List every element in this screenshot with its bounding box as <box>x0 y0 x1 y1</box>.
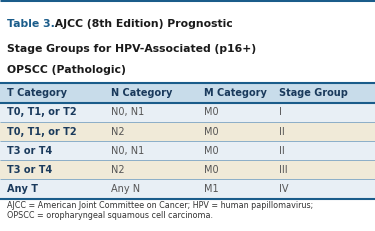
Text: N2: N2 <box>111 165 124 175</box>
Bar <box>0 103 375 122</box>
Text: M0: M0 <box>204 165 219 175</box>
Text: M Category: M Category <box>204 88 267 98</box>
Bar <box>0 199 375 231</box>
Bar <box>0 122 375 141</box>
Bar <box>0 141 375 160</box>
Text: T0, T1, or T2: T0, T1, or T2 <box>7 127 76 137</box>
Bar <box>0 0 375 83</box>
Text: AJCC = American Joint Committee on Cancer; HPV = human papillomavirus;: AJCC = American Joint Committee on Cance… <box>7 201 313 210</box>
Text: Table 3.: Table 3. <box>7 19 55 29</box>
Text: T3 or T4: T3 or T4 <box>7 165 52 175</box>
Text: T3 or T4: T3 or T4 <box>7 146 52 156</box>
Text: T0, T1, or T2: T0, T1, or T2 <box>7 107 76 117</box>
Text: II: II <box>279 127 285 137</box>
Text: T Category: T Category <box>7 88 67 98</box>
Text: N2: N2 <box>111 127 124 137</box>
Bar <box>0 83 375 103</box>
Text: Stage Groups for HPV-Associated (p16+): Stage Groups for HPV-Associated (p16+) <box>7 43 256 54</box>
Bar <box>0 179 375 199</box>
Text: AJCC (8th Edition) Prognostic: AJCC (8th Edition) Prognostic <box>51 19 232 29</box>
Text: M0: M0 <box>204 107 219 117</box>
Text: Stage Group: Stage Group <box>279 88 348 98</box>
Text: N Category: N Category <box>111 88 172 98</box>
Text: M0: M0 <box>204 146 219 156</box>
Text: M0: M0 <box>204 127 219 137</box>
Text: OPSCC (Pathologic): OPSCC (Pathologic) <box>7 65 126 76</box>
Text: III: III <box>279 165 288 175</box>
Text: II: II <box>279 146 285 156</box>
Text: Any T: Any T <box>7 184 38 194</box>
Bar <box>0 160 375 179</box>
Text: OPSCC = oropharyngeal squamous cell carcinoma.: OPSCC = oropharyngeal squamous cell carc… <box>7 211 213 220</box>
Text: N0, N1: N0, N1 <box>111 146 144 156</box>
Text: IV: IV <box>279 184 289 194</box>
Text: N0, N1: N0, N1 <box>111 107 144 117</box>
Text: Any N: Any N <box>111 184 140 194</box>
Text: M1: M1 <box>204 184 219 194</box>
Text: I: I <box>279 107 282 117</box>
